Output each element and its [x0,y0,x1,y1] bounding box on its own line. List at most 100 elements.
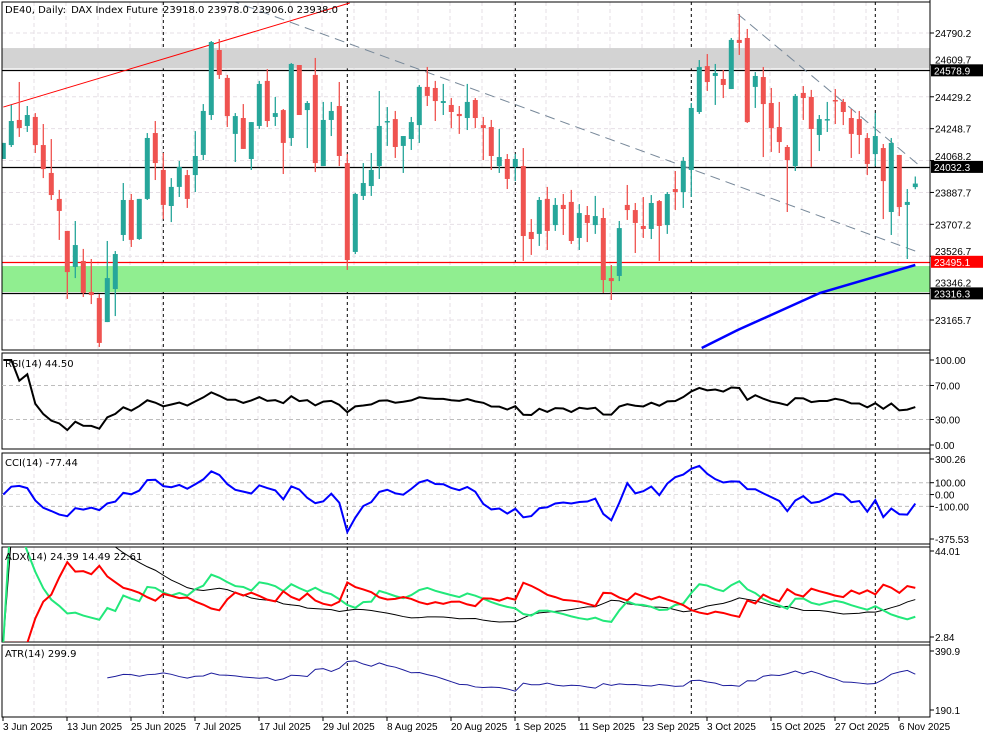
candle[interactable] [472,98,478,129]
candle[interactable] [320,101,326,167]
candle[interactable] [112,251,118,317]
candle[interactable] [216,39,222,79]
candle[interactable] [832,89,838,125]
candle[interactable] [848,109,854,158]
candle[interactable] [880,143,886,220]
candle[interactable] [128,193,134,247]
candle[interactable] [96,293,102,347]
cci-plot[interactable] [2,464,930,535]
candle[interactable] [104,240,110,323]
trendline-rising-red[interactable] [3,2,350,108]
trendline-falling-grey-long[interactable] [230,0,918,253]
candle[interactable] [560,193,566,235]
candle[interactable] [1,142,6,160]
candle[interactable] [752,72,758,108]
candle[interactable] [488,119,494,170]
candle[interactable] [304,101,310,149]
candle[interactable] [616,221,622,282]
candle[interactable] [384,107,390,146]
candle[interactable] [328,101,334,137]
candle[interactable] [640,196,646,238]
trendline-falling-grey-short[interactable] [737,13,921,167]
candle[interactable] [704,54,710,91]
candle[interactable] [496,128,502,173]
candle[interactable] [648,195,654,240]
candle[interactable] [64,230,70,299]
candle[interactable] [256,80,262,129]
candle[interactable] [912,176,918,190]
candle[interactable] [400,136,406,173]
candle[interactable] [728,37,734,90]
candle[interactable] [824,101,830,132]
candle[interactable] [408,116,414,150]
candle[interactable] [248,122,254,170]
candle[interactable] [392,110,398,158]
candle[interactable] [88,258,94,305]
candle[interactable] [296,65,302,116]
atr-plot[interactable] [107,660,916,692]
candle[interactable] [768,87,774,152]
candle[interactable] [536,196,542,246]
candle[interactable] [776,101,782,153]
candle[interactable] [504,154,510,190]
candle[interactable] [288,63,294,146]
adx-plot[interactable] [2,486,916,643]
candle[interactable] [872,113,878,167]
candle[interactable] [120,183,126,241]
candle[interactable] [264,69,270,128]
candle[interactable] [208,40,214,120]
candle[interactable] [224,74,230,128]
candle[interactable] [656,199,662,261]
candle[interactable] [480,116,486,161]
candle[interactable] [608,265,614,300]
candle[interactable] [16,81,22,137]
candle[interactable] [720,69,726,99]
candle[interactable] [736,13,742,55]
candle[interactable] [888,137,894,235]
candle[interactable] [696,60,702,114]
candle[interactable] [152,121,158,181]
candle[interactable] [552,198,558,231]
candle[interactable] [680,157,686,208]
candle[interactable] [48,139,54,200]
indicator-panels[interactable] [1,352,931,718]
candle[interactable] [664,192,670,234]
candle[interactable] [352,192,358,255]
candle[interactable] [856,110,862,155]
candle[interactable] [464,83,470,131]
candle[interactable] [160,152,166,220]
candle[interactable] [184,169,190,208]
candle[interactable] [864,133,870,176]
candle[interactable] [272,96,278,126]
candle[interactable] [800,86,806,120]
candle[interactable] [80,248,86,297]
candle[interactable] [280,109,286,175]
candle[interactable] [520,148,526,261]
candle[interactable] [592,195,598,234]
candle[interactable] [840,98,846,126]
price-panel[interactable] [1,0,931,351]
candle[interactable] [672,171,678,211]
candle[interactable] [376,90,382,179]
candle[interactable] [904,189,910,259]
candle[interactable] [456,105,462,134]
candle[interactable] [40,124,46,179]
candle[interactable] [440,83,446,116]
candle[interactable] [200,104,206,161]
candle[interactable] [336,81,342,167]
candle[interactable] [432,80,438,122]
candle[interactable] [816,115,822,152]
candle[interactable] [624,184,630,220]
candle[interactable] [232,113,238,163]
candle[interactable] [344,154,350,270]
candle[interactable] [144,133,150,200]
candle[interactable] [416,84,422,143]
candle[interactable] [568,189,574,244]
candle[interactable] [528,219,534,255]
candle[interactable] [632,202,638,253]
candle[interactable] [448,98,454,129]
candle[interactable] [360,163,366,200]
candle[interactable] [136,198,142,240]
candle[interactable] [688,102,694,197]
candle[interactable] [168,178,174,223]
